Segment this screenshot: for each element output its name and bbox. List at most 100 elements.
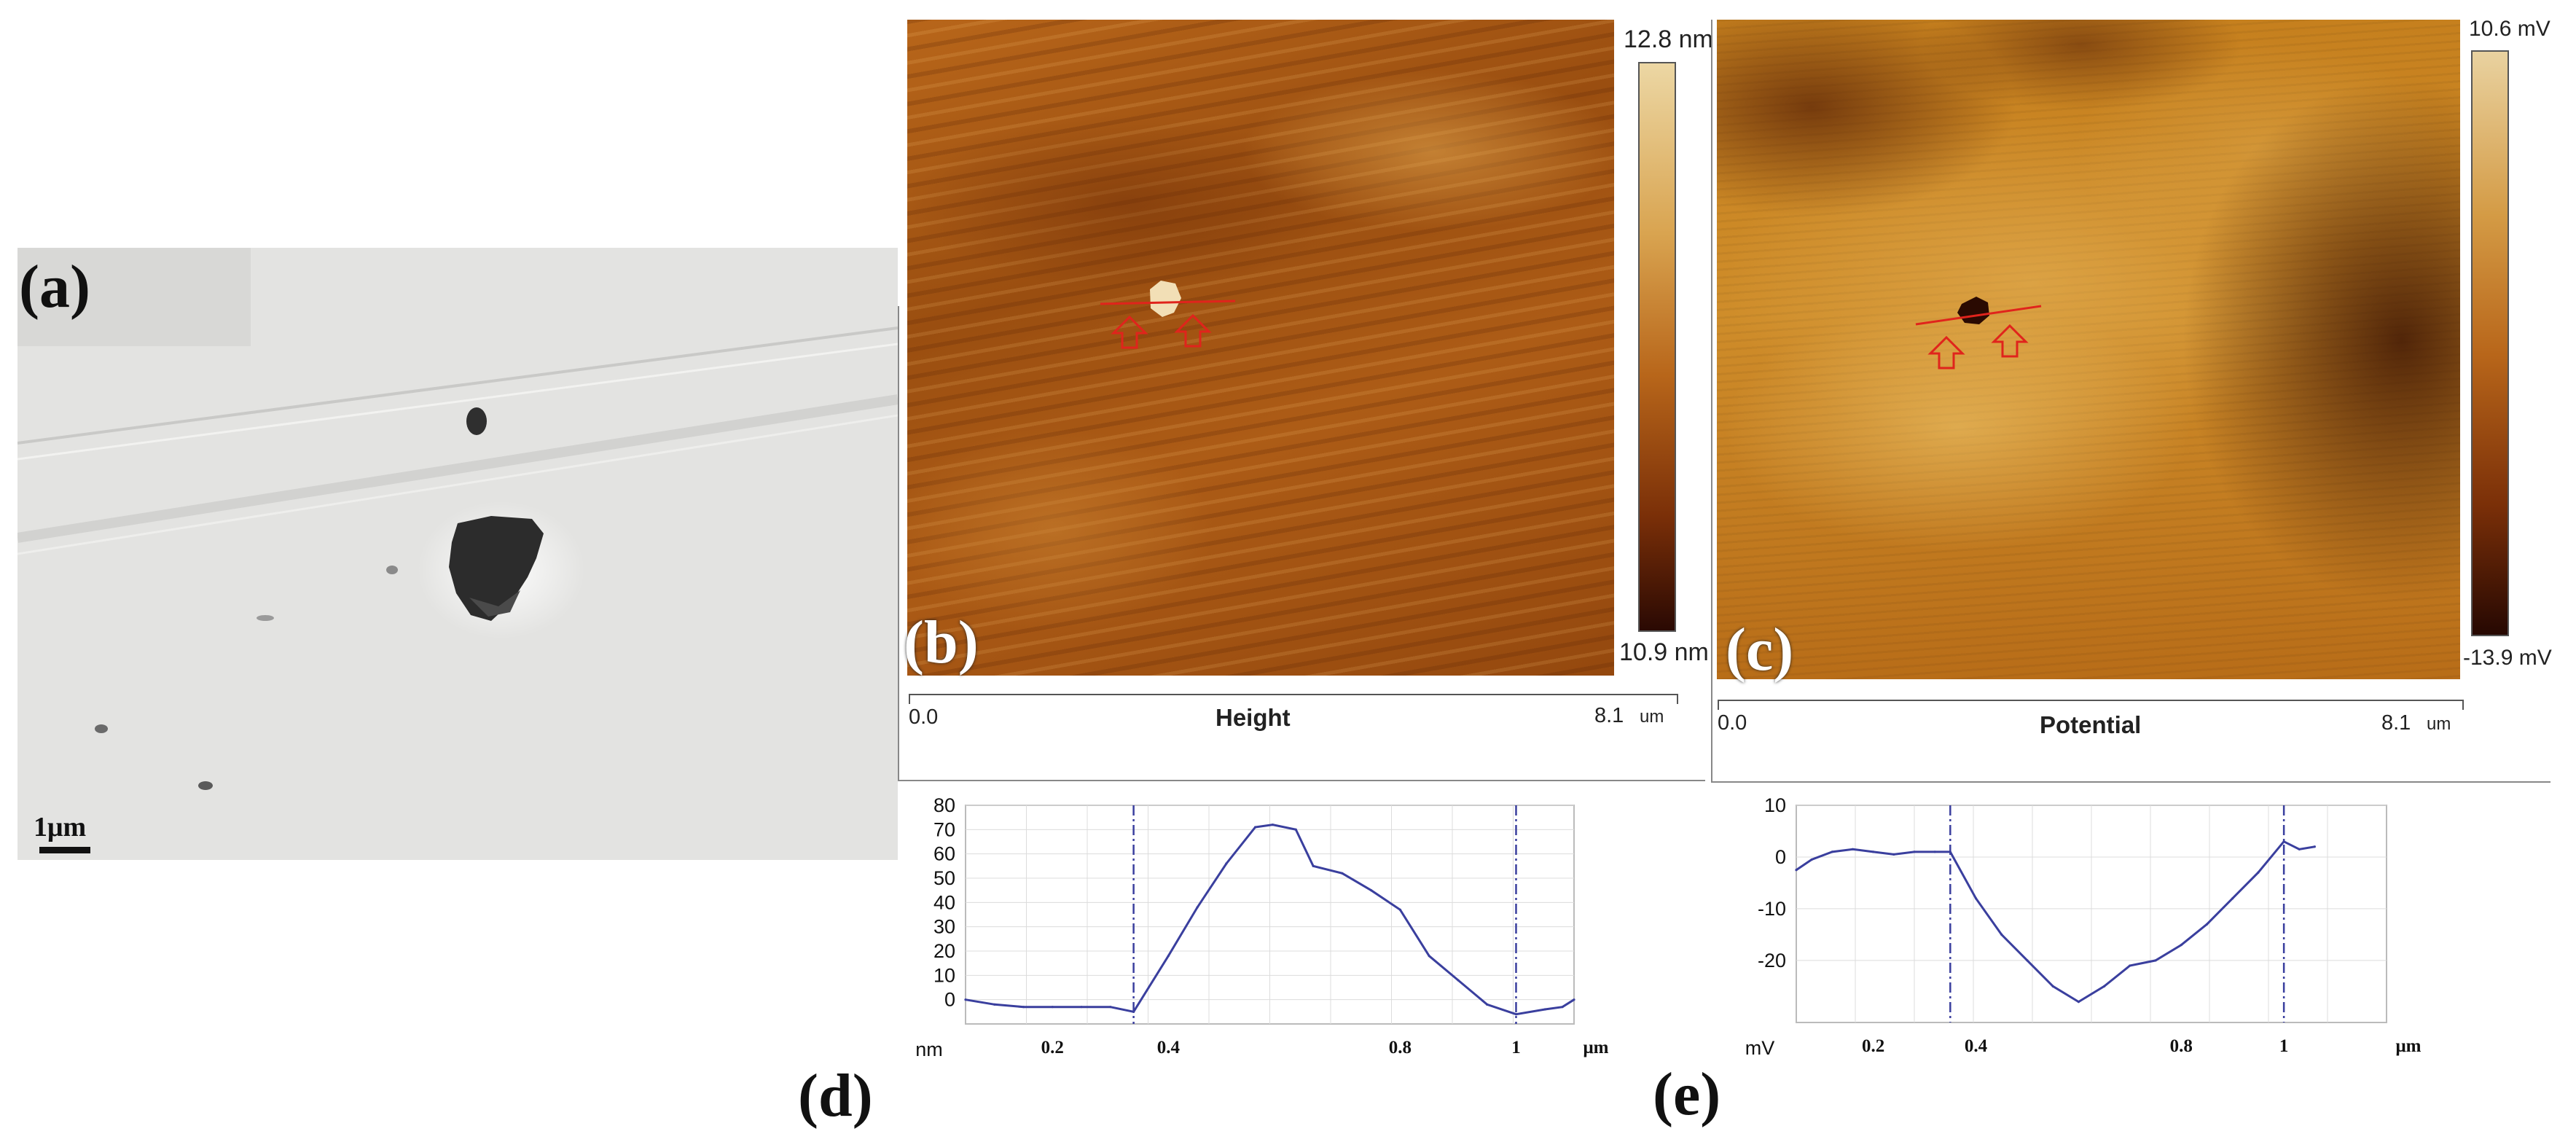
e-ytick-label: 10 [1764, 794, 1786, 816]
d-ytick-label: 80 [933, 794, 955, 816]
d-data-point [1543, 1008, 1546, 1011]
d-xlabel: μm [1583, 1038, 1609, 1057]
potential-axis-start: 0.0 [1718, 711, 1747, 735]
d-xtick-label: 0.2 [1041, 1038, 1064, 1057]
d-ylabel: nm [915, 1039, 943, 1060]
potential-particle [1957, 297, 1989, 324]
height-colorbar-max: 12.8 nm [1624, 26, 1713, 53]
d-data-point [1428, 955, 1430, 958]
d-data-point [1271, 824, 1275, 826]
d-xtick-label: 0.4 [1157, 1038, 1181, 1057]
e-xtick-label: 0.8 [2170, 1036, 2193, 1056]
d-data-point [1080, 1006, 1083, 1009]
sem-patch [17, 248, 251, 346]
e-data-point [2205, 923, 2209, 926]
e-ytick-label: 0 [1775, 846, 1786, 868]
height-arrow-right [1174, 313, 1212, 348]
d-data-point [1312, 864, 1315, 867]
height-arrow-left [1111, 315, 1148, 349]
panel-label-c: (c) [1726, 616, 1794, 684]
debris-2 [198, 781, 213, 790]
potential-profile-line [1915, 305, 2042, 326]
e-data-point [2154, 959, 2157, 962]
e-data-point [1851, 848, 1855, 850]
d-data-point [1573, 998, 1575, 1001]
d-data-point [1109, 1006, 1112, 1009]
e-data-point [1949, 850, 1951, 853]
d-data-point [1254, 826, 1257, 829]
e-data-point [2180, 943, 2182, 947]
debris-1 [95, 724, 108, 733]
e-profile-line [1796, 840, 2315, 1004]
potential-axis-unit: um [2427, 714, 2451, 734]
d-data-point [1294, 828, 1297, 831]
scale-bar [39, 847, 90, 853]
particle-edge [469, 590, 520, 617]
d-data-point [1486, 1003, 1489, 1006]
e-data-point [2313, 845, 2316, 848]
potential-axis-end: 8.1 [2381, 711, 2411, 735]
height-marker-overlay [1100, 281, 1236, 349]
potential-arrow-left [1927, 335, 1965, 369]
height-colorbar-min: 10.9 nm [1619, 638, 1709, 666]
e-data-point [1913, 850, 1916, 853]
large-particle [449, 516, 544, 621]
d-xtick-label: 0.8 [1389, 1038, 1412, 1057]
debris-3 [386, 566, 398, 574]
e-data-point [1974, 897, 1978, 900]
d-data-point [1341, 872, 1344, 875]
e-xtick-label: 1 [2279, 1036, 2289, 1056]
d-data-point [1196, 906, 1199, 909]
d-data-point [1132, 1010, 1135, 1013]
d-profile-line [965, 824, 1575, 1016]
d-ytick-label: 20 [933, 940, 955, 962]
d-data-point [1370, 889, 1373, 892]
potential-arrow-right [1991, 324, 2029, 358]
d-data-point [1022, 1006, 1025, 1009]
d-data-point [1457, 979, 1460, 982]
height-axis-bar [909, 694, 1678, 704]
e-data-point [1933, 850, 1936, 853]
sem-features [17, 248, 898, 853]
potential-colorbar-max: 10.6 mV [2469, 17, 2550, 41]
e-ytick-label: -20 [1758, 950, 1786, 971]
sem-scratch-3 [17, 394, 898, 543]
panel-label-e: (e) [1653, 1060, 1721, 1128]
e-data-point [2282, 840, 2285, 843]
sem-image: 1μm [17, 248, 898, 860]
afm-height-map [907, 20, 1614, 676]
e-xtick-label: 0.2 [1862, 1036, 1884, 1056]
e-data-point [1831, 850, 1833, 853]
potential-colorbar [2471, 50, 2509, 636]
height-axis-title: Height [1215, 704, 1291, 731]
e-data-point [2129, 964, 2131, 967]
e-ylabel: mV [1745, 1037, 1775, 1059]
panel-label-d: (d) [798, 1062, 873, 1130]
d-data-point [993, 1003, 996, 1006]
e-data-point [1892, 853, 1895, 856]
height-particle [1150, 281, 1181, 317]
e-data-point [2298, 848, 2301, 850]
scale-bar-label: 1μm [34, 812, 87, 842]
afm-potential-map [1717, 20, 2460, 679]
d-data-point [1514, 1013, 1518, 1016]
d-ytick-label: 10 [933, 964, 955, 986]
d-xtick-label: 1 [1511, 1038, 1521, 1057]
d-ytick-label: 30 [933, 916, 955, 938]
potential-axis-bar [1718, 700, 2464, 710]
e-data-point [2026, 959, 2029, 962]
e-data-point [2257, 871, 2260, 874]
potential-colorbar-min: -13.9 mV [2463, 646, 2552, 670]
height-axis-unit: um [1640, 707, 1664, 727]
d-ytick-label: 0 [944, 989, 955, 1011]
d-data-point [964, 998, 967, 1001]
d-ytick-label: 60 [933, 843, 955, 865]
e-data-point [1810, 858, 1813, 861]
height-profile-line [1100, 300, 1236, 305]
d-data-point [1561, 1006, 1564, 1009]
e-data-point [2103, 985, 2106, 987]
e-data-point [1795, 869, 1798, 872]
potential-marker-overlay [1915, 297, 2042, 369]
height-axis-end: 8.1 [1594, 704, 1624, 727]
e-data-point [2231, 897, 2234, 900]
